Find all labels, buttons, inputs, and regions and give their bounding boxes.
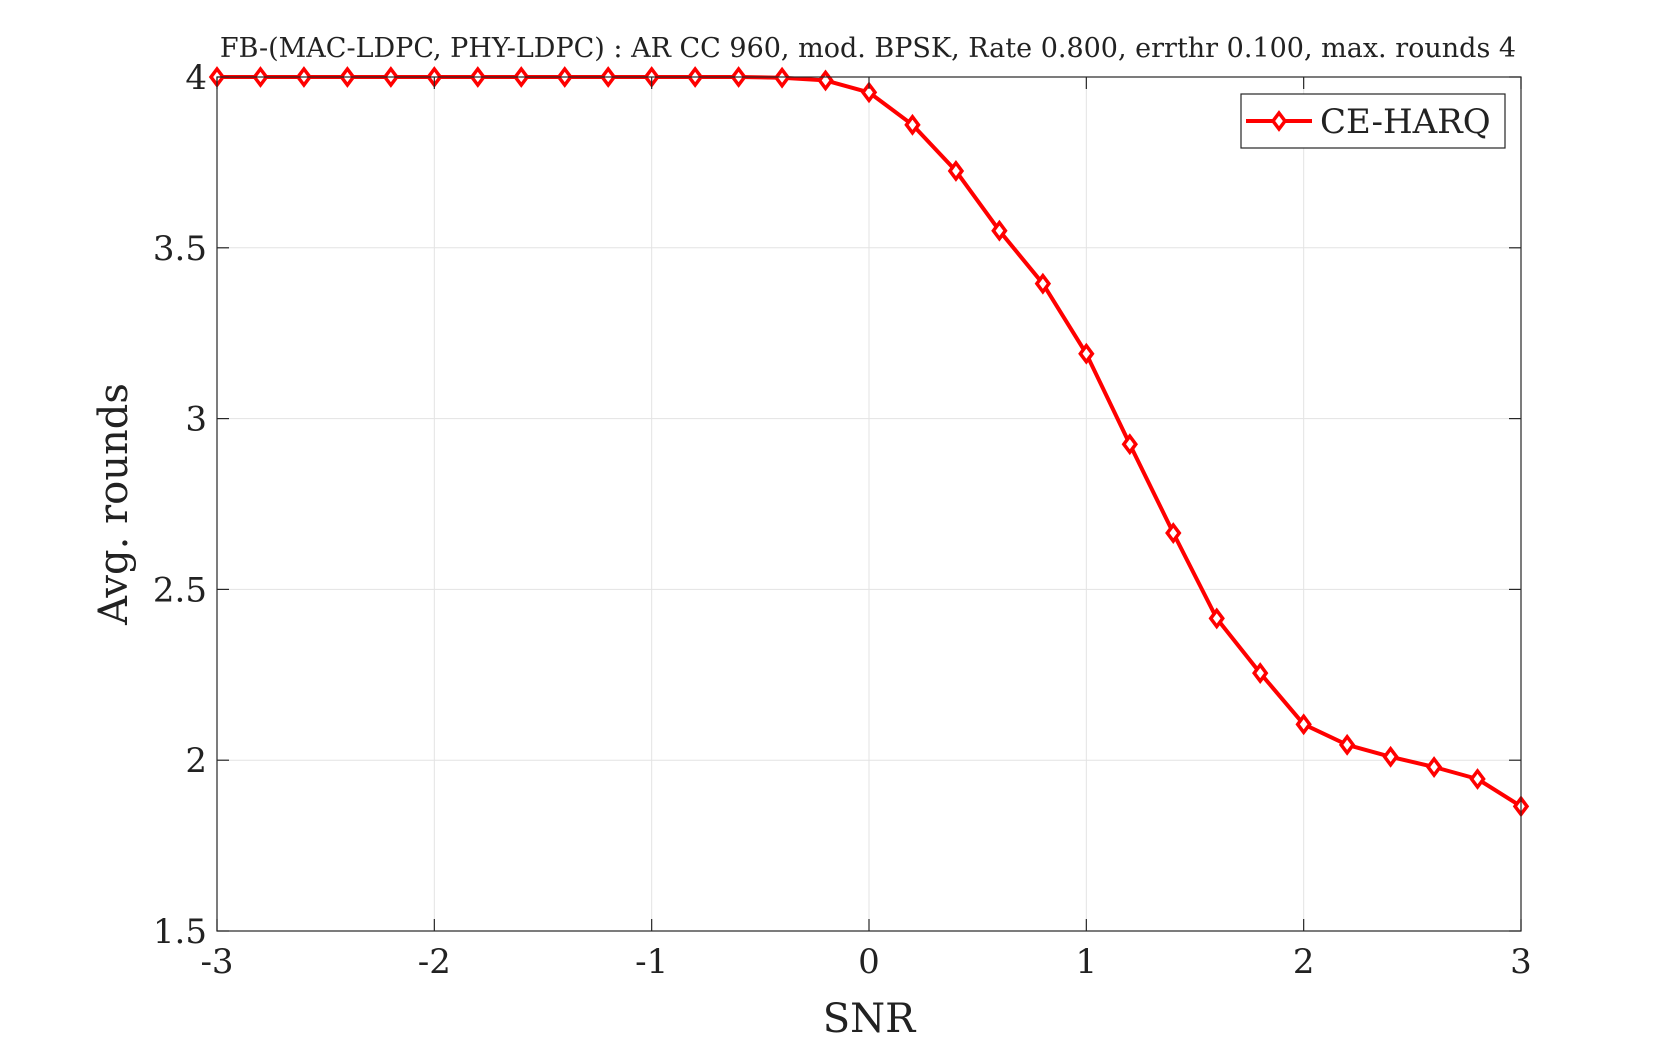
x-tick-label: 1 [1076, 942, 1098, 982]
x-tick-label: 0 [858, 942, 880, 982]
data-point-marker [947, 160, 965, 182]
legend-label-ce-harq: CE-HARQ [1320, 102, 1491, 142]
data-point-marker [991, 219, 1008, 242]
y-tick-label: 3 [185, 400, 207, 440]
data-point-marker [1165, 522, 1182, 544]
y-tick-labels: 1.5 2 2.5 3 3.5 4 [153, 58, 207, 952]
data-point-marker [773, 66, 791, 89]
y-tick-label: 2.5 [153, 570, 207, 610]
data-point-marker [1295, 713, 1312, 736]
data-point-marker [1208, 607, 1225, 630]
legend[interactable]: CE-HARQ [1240, 93, 1506, 149]
chart-title: FB-(MAC-LDPC, PHY-LDPC) : AR CC 960, mod… [220, 33, 1516, 64]
data-point-marker [1469, 768, 1486, 790]
y-tick-label: 4 [185, 58, 207, 98]
x-tick-label: -1 [635, 942, 668, 982]
x-tick-label: -2 [418, 942, 451, 982]
data-point-marker [1078, 342, 1095, 365]
data-point-marker [1121, 433, 1138, 456]
data-point-marker [1338, 733, 1356, 756]
data-point-marker [1034, 272, 1052, 295]
x-tick-label: 3 [1510, 942, 1532, 982]
data-point-marker [1252, 662, 1269, 685]
x-axis-label: SNR [823, 996, 917, 1042]
data-point-marker [860, 81, 878, 104]
axis-ticks [216, 76, 1522, 932]
y-axis-label: Avg. rounds [91, 383, 137, 626]
y-tick-label: 2 [185, 741, 207, 781]
x-tick-label: 2 [1293, 942, 1315, 982]
y-tick-label: 1.5 [153, 912, 207, 952]
data-point-marker [904, 113, 921, 136]
legend-marker-ce-harq [1270, 110, 1288, 132]
x-tick-label: -3 [200, 942, 233, 982]
data-point-marker [1382, 745, 1399, 768]
data-point-marker [1425, 756, 1443, 778]
y-tick-label: 3.5 [153, 229, 207, 269]
x-tick-labels: -3 -2 -1 0 1 2 3 [200, 942, 1531, 982]
